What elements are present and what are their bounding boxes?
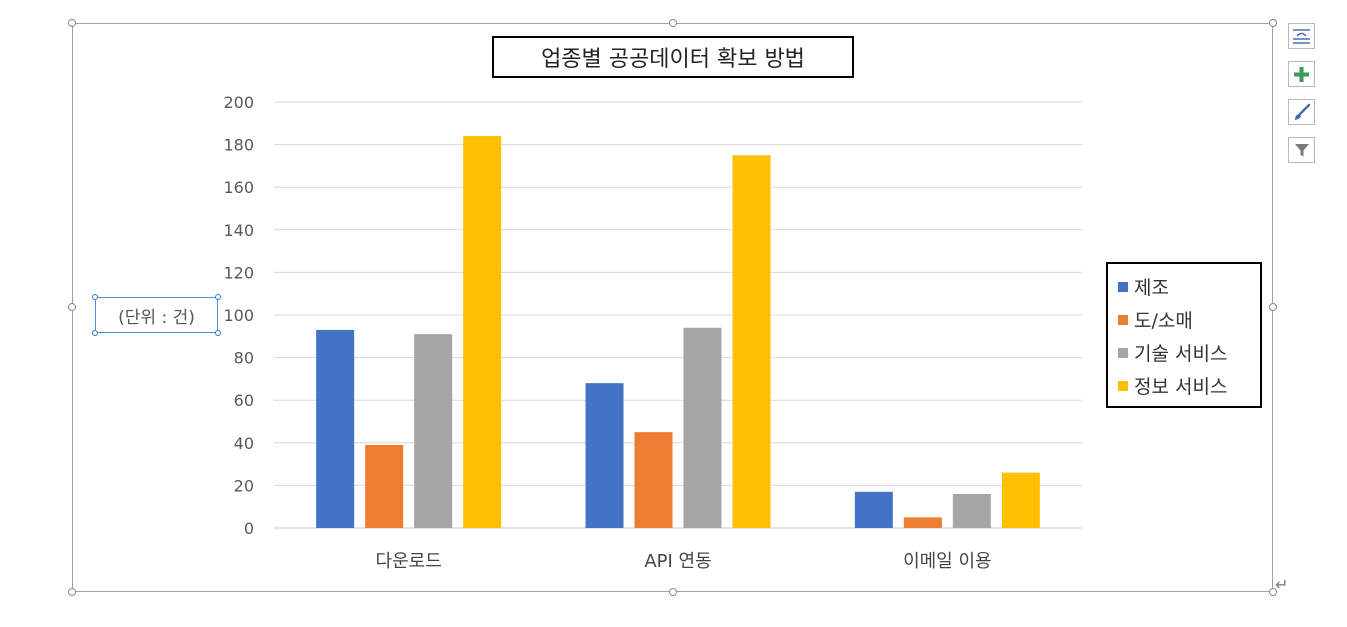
- bar[interactable]: [463, 136, 502, 528]
- y-tick-label: 20: [234, 476, 254, 495]
- bar[interactable]: [316, 329, 355, 528]
- legend-label: 정보 서비스: [1134, 376, 1228, 398]
- bar[interactable]: [952, 493, 991, 528]
- resize-handle-top-right[interactable]: [1269, 19, 1277, 27]
- resize-handle-top-left[interactable]: [68, 19, 76, 27]
- chart-side-toolbar: [1288, 23, 1315, 175]
- resize-handle-bottom-right[interactable]: [1269, 588, 1277, 596]
- textbox-handle-bottom-right[interactable]: [215, 330, 221, 336]
- y-tick-label: 0: [244, 519, 254, 538]
- bar[interactable]: [732, 155, 771, 528]
- x-tick-label: 이메일 이용: [903, 551, 992, 572]
- y-tick-label: 80: [234, 349, 254, 368]
- y-tick-label: 160: [223, 178, 254, 197]
- bar[interactable]: [1001, 472, 1040, 528]
- legend-swatch: [1118, 314, 1128, 325]
- y-tick-label: 100: [223, 306, 254, 325]
- resize-handle-bottom-left[interactable]: [68, 588, 76, 596]
- resize-handle-right[interactable]: [1269, 303, 1277, 311]
- textbox-handle-top-right[interactable]: [215, 294, 221, 300]
- bar[interactable]: [365, 444, 404, 528]
- bar[interactable]: [903, 517, 942, 528]
- textbox-handle-bottom-left[interactable]: [92, 330, 98, 336]
- chart-styles-brush-icon[interactable]: [1288, 99, 1315, 125]
- x-tick-label: 다운로드: [376, 551, 442, 572]
- y-tick-label: 60: [234, 391, 254, 410]
- legend-swatch: [1118, 347, 1128, 358]
- bar[interactable]: [854, 491, 893, 528]
- legend-label: 기술 서비스: [1134, 343, 1228, 365]
- bar[interactable]: [414, 334, 453, 528]
- legend-swatch: [1118, 380, 1128, 391]
- chart-legend[interactable]: 제조 도/소매 기술 서비스 정보 서비스: [1106, 262, 1262, 408]
- y-tick-label: 140: [223, 221, 254, 240]
- y-tick-label: 120: [223, 263, 254, 282]
- legend-item-tech-service[interactable]: 기술 서비스: [1108, 336, 1260, 369]
- legend-item-retail[interactable]: 도/소매: [1108, 303, 1260, 336]
- y-tick-label: 40: [234, 434, 254, 453]
- bar[interactable]: [634, 432, 673, 528]
- textbox-handle-top-left[interactable]: [92, 294, 98, 300]
- legend-label: 도/소매: [1134, 310, 1193, 332]
- chart-filter-icon[interactable]: [1288, 137, 1315, 163]
- legend-item-manufacturing[interactable]: 제조: [1108, 270, 1260, 303]
- y-tick-label: 200: [223, 93, 254, 112]
- bar[interactable]: [683, 327, 722, 528]
- legend-item-info-service[interactable]: 정보 서비스: [1108, 369, 1260, 402]
- legend-swatch: [1118, 281, 1128, 292]
- chart-layout-icon[interactable]: [1288, 23, 1315, 49]
- paragraph-return-icon: ↵: [1275, 575, 1289, 594]
- y-tick-label: 180: [223, 136, 254, 155]
- resize-handle-top[interactable]: [669, 19, 677, 27]
- chart-title[interactable]: 업종별 공공데이터 확보 방법: [492, 36, 854, 78]
- resize-handle-left[interactable]: [68, 303, 76, 311]
- chart-elements-plus-icon[interactable]: [1288, 61, 1315, 87]
- unit-label-textbox[interactable]: (단위 : 건): [95, 297, 218, 333]
- legend-label: 제조: [1134, 277, 1169, 299]
- bar[interactable]: [585, 383, 624, 528]
- x-tick-label: API 연동: [644, 551, 711, 572]
- resize-handle-bottom[interactable]: [669, 588, 677, 596]
